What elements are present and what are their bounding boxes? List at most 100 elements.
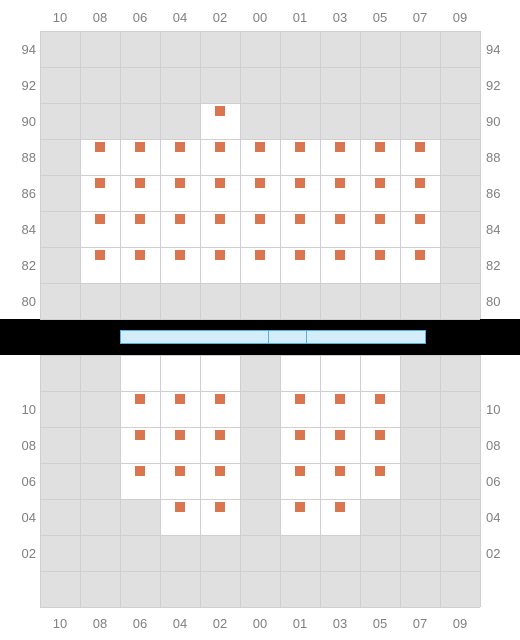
upper-seat-marker — [335, 142, 345, 152]
row-label-left: 10 — [12, 402, 36, 417]
row-label-right: 92 — [486, 78, 510, 93]
row-label-left: 02 — [12, 546, 36, 561]
lower-seat-marker — [335, 466, 345, 476]
upper-seat-marker — [95, 178, 105, 188]
table-bar-1 — [268, 330, 308, 344]
table-bar-2 — [306, 330, 426, 344]
lower-seat-marker — [335, 430, 345, 440]
row-label-left: 92 — [12, 78, 36, 93]
upper-seat-marker — [335, 214, 345, 224]
upper-seat-marker — [215, 106, 225, 116]
col-label-bottom: 05 — [360, 616, 400, 631]
row-label-left: 80 — [12, 294, 36, 309]
row-label-left: 86 — [12, 186, 36, 201]
upper-seat-marker — [335, 250, 345, 260]
upper-seat-marker — [295, 178, 305, 188]
lower-seat-marker — [175, 466, 185, 476]
upper-seat-marker — [255, 214, 265, 224]
lower-seat-marker — [215, 466, 225, 476]
col-label-bottom: 02 — [200, 616, 240, 631]
col-label-bottom: 09 — [440, 616, 480, 631]
upper-seat-marker — [335, 178, 345, 188]
upper-seat-marker — [175, 142, 185, 152]
upper-seat-marker — [175, 178, 185, 188]
col-label-bottom: 06 — [120, 616, 160, 631]
row-label-right: 84 — [486, 222, 510, 237]
col-label-top: 07 — [400, 10, 440, 25]
col-label-top: 00 — [240, 10, 280, 25]
lower-seat-marker — [295, 394, 305, 404]
col-label-bottom: 07 — [400, 616, 440, 631]
upper-seat-marker — [295, 214, 305, 224]
upper-seat-marker — [95, 250, 105, 260]
lower-seat-marker — [135, 394, 145, 404]
upper-seat-marker — [375, 250, 385, 260]
row-label-right: 90 — [486, 114, 510, 129]
row-label-right: 06 — [486, 474, 510, 489]
lower-seat-marker — [295, 466, 305, 476]
lower-seat-marker — [335, 394, 345, 404]
upper-seat-marker — [135, 178, 145, 188]
col-label-top: 06 — [120, 10, 160, 25]
upper-seat-marker — [95, 142, 105, 152]
row-label-right: 08 — [486, 438, 510, 453]
col-label-bottom: 08 — [80, 616, 120, 631]
lower-seat-marker — [175, 394, 185, 404]
col-label-top: 10 — [40, 10, 80, 25]
lower-seat-cell — [201, 356, 240, 391]
col-label-top: 01 — [280, 10, 320, 25]
upper-seat-marker — [375, 178, 385, 188]
upper-seat-marker — [215, 178, 225, 188]
upper-seat-marker — [135, 214, 145, 224]
row-label-right: 02 — [486, 546, 510, 561]
upper-seat-marker — [375, 142, 385, 152]
col-label-top: 02 — [200, 10, 240, 25]
col-label-bottom: 03 — [320, 616, 360, 631]
lower-seat-marker — [215, 394, 225, 404]
lower-seat-marker — [375, 394, 385, 404]
upper-seat-marker — [175, 214, 185, 224]
row-label-right: 10 — [486, 402, 510, 417]
lower-seat-marker — [295, 502, 305, 512]
lower-seat-cell — [161, 356, 200, 391]
upper-seat-marker — [255, 178, 265, 188]
lower-seat-cell — [321, 356, 360, 391]
col-label-top: 08 — [80, 10, 120, 25]
row-label-right: 88 — [486, 150, 510, 165]
lower-panel — [40, 355, 480, 607]
lower-seat-cell — [121, 356, 160, 391]
upper-seat-marker — [175, 250, 185, 260]
lower-seat-marker — [175, 502, 185, 512]
row-label-right: 82 — [486, 258, 510, 273]
lower-seat-marker — [335, 502, 345, 512]
col-label-top: 09 — [440, 10, 480, 25]
lower-seat-marker — [135, 466, 145, 476]
lower-seat-cell — [281, 356, 320, 391]
row-label-left: 06 — [12, 474, 36, 489]
lower-seat-marker — [175, 430, 185, 440]
row-label-left: 88 — [12, 150, 36, 165]
upper-panel — [40, 31, 480, 319]
table-bar-0 — [120, 330, 270, 344]
row-label-right: 86 — [486, 186, 510, 201]
col-label-bottom: 04 — [160, 616, 200, 631]
lower-seat-marker — [375, 466, 385, 476]
row-label-right: 04 — [486, 510, 510, 525]
upper-seat-marker — [415, 142, 425, 152]
upper-seat-marker — [135, 142, 145, 152]
row-label-left: 84 — [12, 222, 36, 237]
upper-seat-marker — [215, 142, 225, 152]
col-label-top: 03 — [320, 10, 360, 25]
upper-seat-marker — [135, 250, 145, 260]
upper-seat-marker — [415, 178, 425, 188]
upper-seat-marker — [415, 214, 425, 224]
upper-seat-marker — [295, 250, 305, 260]
col-label-top: 04 — [160, 10, 200, 25]
col-label-top: 05 — [360, 10, 400, 25]
upper-seat-marker — [215, 214, 225, 224]
lower-seat-marker — [135, 430, 145, 440]
row-label-left: 94 — [12, 42, 36, 57]
lower-seat-marker — [375, 430, 385, 440]
col-label-bottom: 10 — [40, 616, 80, 631]
row-label-left: 04 — [12, 510, 36, 525]
